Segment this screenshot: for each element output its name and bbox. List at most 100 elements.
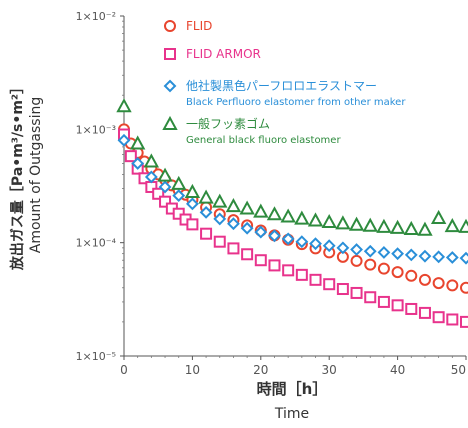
- data-point: [307, 212, 324, 227]
- data-point: [254, 225, 268, 239]
- data-point: [199, 205, 213, 219]
- data-point: [281, 232, 295, 246]
- data-point: [227, 242, 240, 255]
- data-point: [377, 295, 390, 308]
- series-3: [116, 98, 468, 236]
- legend-label-en: General black fluoro elastomer: [186, 135, 341, 146]
- data-marks: [116, 98, 468, 328]
- data-point: [227, 217, 240, 231]
- data-point: [295, 235, 309, 249]
- series-1: [118, 128, 468, 328]
- legend-marker: [163, 79, 177, 93]
- data-point: [376, 218, 392, 233]
- legend-marker: [162, 115, 178, 130]
- data-point: [418, 306, 431, 319]
- data-point: [198, 189, 214, 204]
- legend-label: 一般フッ素ゴム: [186, 116, 270, 131]
- data-point: [418, 273, 431, 286]
- data-point: [459, 251, 468, 265]
- x-tick-label: 30: [322, 363, 337, 377]
- x-tick-label: 20: [253, 363, 268, 377]
- data-point: [460, 315, 468, 328]
- data-point: [445, 251, 459, 264]
- data-point: [253, 203, 269, 218]
- data-point: [377, 262, 390, 275]
- x-tick-label: 50: [451, 363, 466, 377]
- x-tick-label: 10: [185, 363, 200, 377]
- data-point: [172, 189, 186, 203]
- data-point: [280, 208, 296, 223]
- data-point: [417, 221, 433, 236]
- data-point: [117, 133, 131, 147]
- data-point: [159, 195, 172, 208]
- y-tick-label: 1×10⁻³: [76, 123, 116, 136]
- data-point: [171, 175, 187, 190]
- data-point: [184, 183, 201, 198]
- data-point: [364, 291, 377, 304]
- data-point: [212, 193, 228, 208]
- x-tick-label: 0: [120, 363, 128, 377]
- data-point: [266, 206, 283, 221]
- data-point: [294, 210, 310, 225]
- data-point: [225, 198, 242, 213]
- data-point: [444, 218, 461, 233]
- data-point: [432, 311, 445, 324]
- data-point: [185, 197, 199, 211]
- data-point: [143, 153, 160, 168]
- data-point: [377, 246, 391, 259]
- data-point: [460, 281, 468, 294]
- legend-label: FLID: [186, 19, 212, 33]
- data-point: [323, 278, 336, 291]
- data-point: [152, 187, 165, 200]
- data-point: [239, 200, 255, 215]
- data-point: [158, 180, 172, 194]
- data-point: [241, 248, 254, 261]
- data-point: [348, 216, 365, 231]
- data-point: [335, 215, 351, 230]
- data-point: [240, 221, 254, 235]
- data-point: [116, 98, 132, 113]
- data-point: [363, 244, 377, 258]
- data-point: [350, 254, 363, 267]
- data-point: [418, 249, 432, 263]
- y-axis-label-en: Amount of Outgassing: [28, 97, 44, 254]
- data-point: [446, 279, 459, 292]
- data-point: [350, 286, 363, 299]
- data-point: [131, 157, 145, 170]
- series-2: [117, 133, 468, 265]
- data-point: [432, 250, 446, 264]
- data-point: [404, 248, 418, 262]
- data-point: [389, 219, 406, 234]
- plot-frame: [123, 16, 466, 357]
- data-point: [186, 218, 199, 231]
- data-point: [432, 277, 445, 290]
- data-point: [129, 135, 146, 150]
- legend-label: 他社製黒色パーフロロエラストマー: [186, 78, 377, 93]
- data-point: [362, 217, 378, 232]
- data-point: [268, 259, 281, 272]
- data-point: [282, 264, 295, 277]
- data-point: [350, 243, 363, 256]
- y-axis-ticks: 1×10⁻⁵ 1×10⁻⁴ 1×10⁻³ 1×10⁻²: [76, 10, 124, 363]
- data-point: [295, 268, 308, 281]
- data-point: [405, 302, 418, 315]
- data-point: [391, 247, 405, 261]
- data-point: [268, 229, 281, 243]
- data-point: [144, 170, 158, 184]
- x-axis-ticks: 0 10 20 30 40 50: [120, 356, 467, 377]
- y-tick-label: 1×10⁻⁵: [76, 350, 116, 363]
- data-point: [446, 313, 459, 326]
- legend-marker: [164, 48, 176, 60]
- legend-label-en: Black Perfluoro elastomer from other mak…: [186, 97, 406, 108]
- data-point: [336, 283, 349, 296]
- x-tick-label: 40: [390, 363, 405, 377]
- data-point: [391, 266, 404, 279]
- data-point: [321, 213, 337, 229]
- data-point: [322, 239, 336, 253]
- y-axis-label-jp: 放出ガス量［Pa•m³/s•m²］: [9, 80, 26, 271]
- data-point: [213, 235, 226, 248]
- data-point: [364, 258, 377, 271]
- legend-marker: [164, 20, 176, 32]
- data-point: [124, 150, 137, 163]
